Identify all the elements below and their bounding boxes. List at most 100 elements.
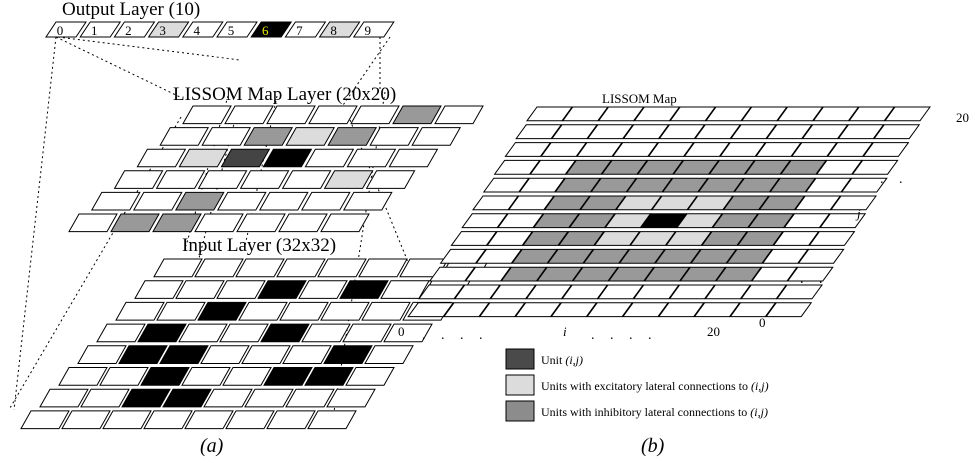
lissom-unit bbox=[554, 177, 602, 193]
lissom-unit bbox=[551, 124, 598, 140]
lissom-unit bbox=[826, 142, 874, 157]
lissom-unit bbox=[679, 266, 727, 282]
x-axis-start: 0 bbox=[398, 324, 405, 339]
lissom-unit bbox=[744, 159, 792, 175]
map-unit bbox=[342, 191, 393, 211]
lissom-unit bbox=[711, 213, 759, 229]
map-unit bbox=[197, 170, 248, 189]
lissom-unit bbox=[443, 302, 490, 318]
lissom-unit bbox=[540, 142, 588, 157]
lissom-unit bbox=[597, 284, 644, 300]
y-axis-dots-upper: . . bbox=[880, 172, 909, 187]
lissom-unit bbox=[790, 142, 838, 157]
projection-line bbox=[57, 36, 241, 61]
input-unit bbox=[181, 367, 231, 386]
lissom-unit bbox=[514, 302, 562, 318]
input-unit bbox=[364, 345, 414, 364]
input-unit bbox=[238, 301, 288, 321]
lissom-unit bbox=[522, 231, 569, 246]
input-unit bbox=[39, 388, 89, 408]
input-unit bbox=[307, 410, 357, 430]
input-unit bbox=[194, 258, 244, 278]
map-unit bbox=[136, 148, 187, 168]
input-unit bbox=[99, 367, 149, 386]
output-unit bbox=[45, 21, 87, 38]
input-unit bbox=[159, 345, 209, 364]
lissom-unit bbox=[651, 195, 698, 211]
input-unit bbox=[323, 345, 373, 364]
input-unit bbox=[197, 301, 247, 321]
map-unit bbox=[239, 170, 290, 189]
input-unit bbox=[225, 410, 275, 430]
lissom-unit bbox=[526, 106, 573, 122]
lissom-unit bbox=[489, 284, 537, 300]
lissom-unit bbox=[486, 231, 534, 246]
output-unit-label: 8 bbox=[330, 23, 337, 38]
lissom-unit bbox=[504, 142, 552, 157]
lissom-unit bbox=[607, 266, 655, 282]
output-unit bbox=[284, 21, 327, 38]
map-unit bbox=[113, 170, 164, 189]
input-unit bbox=[118, 345, 168, 364]
lissom-unit bbox=[837, 124, 885, 140]
lissom-unit bbox=[765, 124, 813, 140]
map-unit bbox=[365, 170, 416, 189]
input-unit bbox=[219, 323, 269, 343]
lissom-unit bbox=[815, 159, 863, 175]
map-unit bbox=[350, 105, 400, 125]
lissom-unit bbox=[461, 213, 509, 229]
lissom-unit bbox=[761, 248, 809, 264]
output-unit-label: 3 bbox=[159, 23, 166, 38]
lissom-unit bbox=[747, 213, 795, 229]
input-unit bbox=[200, 345, 250, 364]
input-unit bbox=[80, 388, 130, 408]
map-unit bbox=[308, 105, 358, 125]
lissom-unit bbox=[755, 142, 802, 157]
input-unit bbox=[257, 280, 307, 299]
lissom-unit bbox=[464, 266, 512, 282]
lissom-unit bbox=[719, 142, 767, 157]
lissom-unit bbox=[472, 195, 519, 211]
lissom-unit bbox=[851, 159, 899, 175]
lissom-unit bbox=[701, 231, 748, 246]
map-layer: LISSOM Map Layer (20x20) bbox=[68, 84, 484, 233]
lissom-unit bbox=[665, 231, 713, 246]
input-unit bbox=[266, 410, 316, 430]
lissom-unit bbox=[407, 302, 455, 318]
lissom-unit bbox=[808, 231, 856, 246]
map-unit bbox=[411, 127, 462, 146]
input-unit bbox=[263, 367, 313, 386]
map-unit bbox=[224, 105, 274, 125]
lissom-unit bbox=[780, 159, 827, 175]
x-axis-dots-right: . . . . bbox=[591, 328, 658, 343]
output-unit bbox=[216, 21, 258, 38]
map-unit bbox=[152, 213, 202, 233]
map-unit bbox=[132, 191, 183, 211]
input-unit bbox=[203, 388, 253, 408]
map-unit bbox=[266, 105, 316, 125]
lissom-unit bbox=[572, 266, 619, 282]
legend-label-inhibitory: Units with inhibitory lateral connection… bbox=[541, 405, 768, 419]
output-unit bbox=[113, 21, 156, 38]
lissom-unit bbox=[801, 124, 849, 140]
lissom-unit bbox=[776, 106, 824, 122]
output-unit bbox=[318, 21, 361, 38]
input-unit bbox=[222, 367, 272, 386]
input-unit bbox=[175, 280, 225, 299]
lissom-unit bbox=[507, 195, 555, 211]
input-unit bbox=[260, 323, 310, 343]
lissom-unit bbox=[536, 266, 584, 282]
input-layer-title: Input Layer (32x32) bbox=[182, 235, 336, 256]
map-unit bbox=[194, 213, 244, 233]
map-unit bbox=[68, 213, 118, 233]
map-unit bbox=[174, 191, 225, 211]
lissom-unit bbox=[730, 124, 777, 140]
input-unit bbox=[301, 323, 351, 343]
input-unit bbox=[58, 367, 108, 386]
lissom-unit bbox=[672, 159, 720, 175]
lissom-unit bbox=[740, 106, 788, 122]
map-unit bbox=[388, 148, 439, 168]
input-unit bbox=[383, 323, 433, 343]
map-unit bbox=[110, 213, 160, 233]
x-axis-end: 20 bbox=[707, 324, 720, 339]
